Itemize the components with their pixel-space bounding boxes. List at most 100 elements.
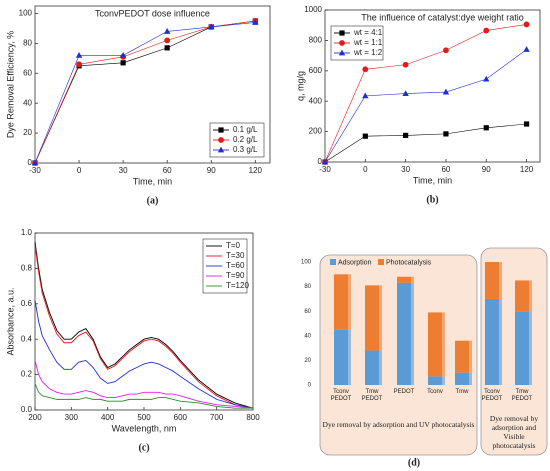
y-tick-label: 0	[308, 383, 312, 389]
y-tick-label: 40	[304, 333, 311, 339]
legend-label: T=0	[226, 241, 241, 250]
legend-marker	[338, 49, 346, 56]
bar	[334, 274, 348, 330]
y-tick-label: 80	[23, 38, 32, 47]
bar	[397, 276, 411, 283]
series-line	[34, 22, 256, 164]
series-line	[324, 24, 527, 163]
bar	[334, 329, 348, 385]
x-tick-label: 120	[520, 165, 534, 174]
y-tick-label: 0.2	[21, 370, 33, 379]
legend-marker	[218, 137, 224, 143]
legend-label: T=90	[226, 271, 245, 280]
marker	[402, 90, 409, 96]
series-line	[34, 245, 254, 409]
legend-marker	[339, 30, 345, 36]
bar	[455, 340, 469, 373]
marker	[523, 46, 530, 52]
bar	[455, 372, 469, 385]
x-tick-label: -30	[319, 165, 331, 174]
bar	[485, 262, 499, 299]
x-tick-label: 30	[119, 166, 128, 175]
x-tick-label: 200	[28, 413, 42, 422]
series-line	[34, 241, 254, 409]
legend-swatch	[378, 259, 384, 265]
y-tick-label: 0.6	[21, 299, 33, 308]
y-tick-label: 40	[23, 98, 32, 107]
y-tick-label: 0.4	[21, 334, 33, 343]
y-tick-label: 0.8	[21, 264, 33, 273]
bar-side	[469, 340, 472, 373]
marker	[119, 51, 127, 58]
x-tick-label: 30	[401, 165, 410, 174]
x-tick-label: Tmw PEDOT	[511, 389, 533, 402]
marker	[402, 61, 409, 68]
x-tick-label: PEDOT	[393, 389, 415, 395]
x-tick-label: 120	[249, 166, 263, 175]
marker	[120, 60, 126, 66]
chart-title: The influence of catalyst:dye weight rat…	[361, 12, 524, 22]
legend-swatch	[330, 259, 336, 265]
marker	[164, 45, 170, 51]
legend-label: 0.1 g/L	[233, 125, 258, 134]
caption: (a)	[147, 195, 159, 206]
bar-side	[442, 376, 445, 385]
x-tick-label: 90	[207, 166, 216, 175]
series-line	[34, 360, 254, 409]
marker	[321, 158, 329, 165]
x-tick-label: Tmw PEDOT	[361, 389, 383, 402]
y-tick-label: 80	[304, 284, 311, 290]
group-label: Dye removal by adsorption and UV photoca…	[322, 420, 475, 429]
marker	[523, 121, 530, 127]
marker	[523, 21, 530, 28]
bar-side	[379, 285, 382, 351]
bar-side	[499, 262, 502, 299]
x-tick-label: Tconv	[427, 389, 443, 395]
bar	[428, 312, 442, 377]
x-tick-label: 300	[65, 413, 79, 422]
legend-marker	[217, 146, 225, 153]
plot-frame	[324, 9, 541, 163]
y-axis-label: q, mg/g	[295, 71, 305, 101]
x-tick-label: 400	[101, 413, 115, 422]
y-tick-label: 0.0	[21, 405, 33, 414]
series-line	[324, 49, 527, 163]
bar-side	[529, 280, 532, 312]
bar	[365, 350, 379, 385]
x-tick-label: 500	[137, 413, 151, 422]
legend-marker	[218, 127, 224, 133]
series-line	[324, 123, 527, 163]
y-tick-label: 1.0	[21, 228, 33, 237]
bar	[397, 282, 411, 385]
y-tick-label: 400	[309, 96, 323, 105]
y-tick-label: 800	[309, 36, 323, 45]
y-axis-label: Dye Removal Efficiency, %	[5, 31, 15, 138]
x-tick-label: 0	[77, 166, 82, 175]
x-axis-label: Time, min	[413, 175, 452, 185]
x-tick-label: 800	[246, 413, 260, 422]
marker	[75, 51, 83, 58]
y-tick-label: 60	[304, 309, 311, 315]
caption: (d)	[408, 457, 420, 468]
bar-side	[499, 298, 502, 385]
chart-title: TconvPEDOT dose influence	[95, 8, 210, 18]
bar-side	[411, 282, 414, 385]
y-tick-label: 20	[23, 128, 32, 137]
y-tick-label: 20	[304, 358, 311, 364]
y-tick-label: 0	[28, 158, 33, 167]
x-tick-label: Tmw	[455, 389, 469, 395]
bar	[515, 280, 529, 312]
x-tick-label: -30	[29, 166, 41, 175]
x-tick-label: 700	[210, 413, 224, 422]
bar-side	[348, 329, 351, 385]
marker	[163, 28, 171, 34]
marker	[208, 23, 215, 30]
bar-side	[348, 274, 351, 330]
y-tick-label: 100	[301, 260, 312, 266]
x-axis-label: Wavelength, nm	[112, 423, 177, 433]
x-tick-label: Tconv PEDOT	[481, 389, 503, 402]
bar-side	[411, 276, 414, 283]
x-tick-label: 60	[441, 165, 450, 174]
